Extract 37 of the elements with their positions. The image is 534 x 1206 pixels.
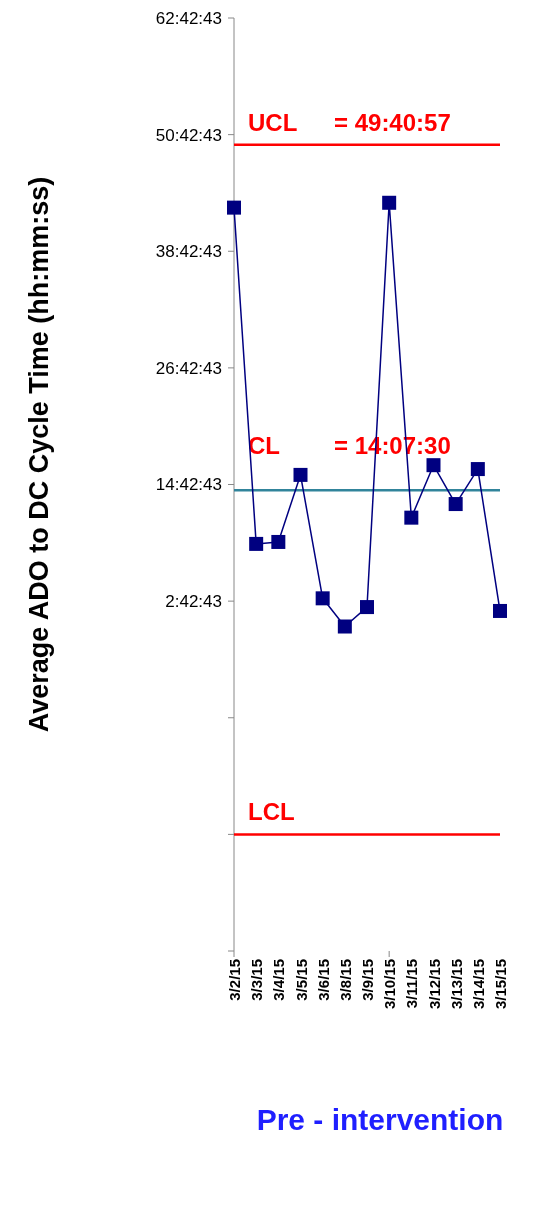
y-tick-label: 2:42:43 [165, 592, 222, 612]
annotation: = 49:40:57 [334, 108, 451, 136]
point [249, 536, 264, 551]
point [493, 603, 507, 618]
point [382, 195, 397, 210]
point [293, 467, 308, 482]
x-tick-label: 3/9/15 [359, 959, 376, 1001]
y-tick-label: 14:42:43 [155, 475, 222, 495]
y-axis-title: Average ADO to DC Cycle Time (hh:mm:ss) [24, 176, 54, 733]
point [315, 591, 330, 606]
ref-line-label: LCL [248, 798, 295, 826]
x-tick-label: 3/15/15 [492, 959, 509, 1010]
y-tick-label: 38:42:43 [155, 242, 222, 262]
ref-line-label: UCL [248, 108, 298, 136]
point [448, 497, 463, 512]
x-tick-label: 3/12/15 [425, 959, 443, 1010]
point [227, 200, 241, 215]
x-tick-label: 3/4/15 [270, 959, 288, 1001]
x-tick-label: 3/6/15 [314, 959, 332, 1001]
x-tick-label: 3/10/15 [381, 959, 399, 1010]
y-tick-label: 62:42:43 [155, 8, 222, 28]
x-tick-label: 3/11/15 [403, 959, 421, 1009]
x-tick-label: 3/14/15 [469, 959, 487, 1010]
point [337, 619, 352, 634]
point [360, 600, 374, 615]
y-tick-label: 50:42:43 [155, 125, 222, 145]
x-axis-title: Pre - intervention [256, 1103, 504, 1136]
x-tick-label: 3/5/15 [292, 959, 310, 1001]
x-tick-label: 3/13/15 [447, 959, 465, 1010]
x-tick-label: 3/2/15 [226, 959, 243, 1001]
point [271, 534, 286, 549]
point [404, 510, 419, 525]
x-tick-label: 3/8/15 [336, 959, 354, 1001]
point [470, 462, 485, 477]
point [426, 458, 441, 473]
x-tick-label: 3/3/15 [248, 959, 266, 1001]
y-tick-label: 26:42:43 [155, 358, 222, 378]
